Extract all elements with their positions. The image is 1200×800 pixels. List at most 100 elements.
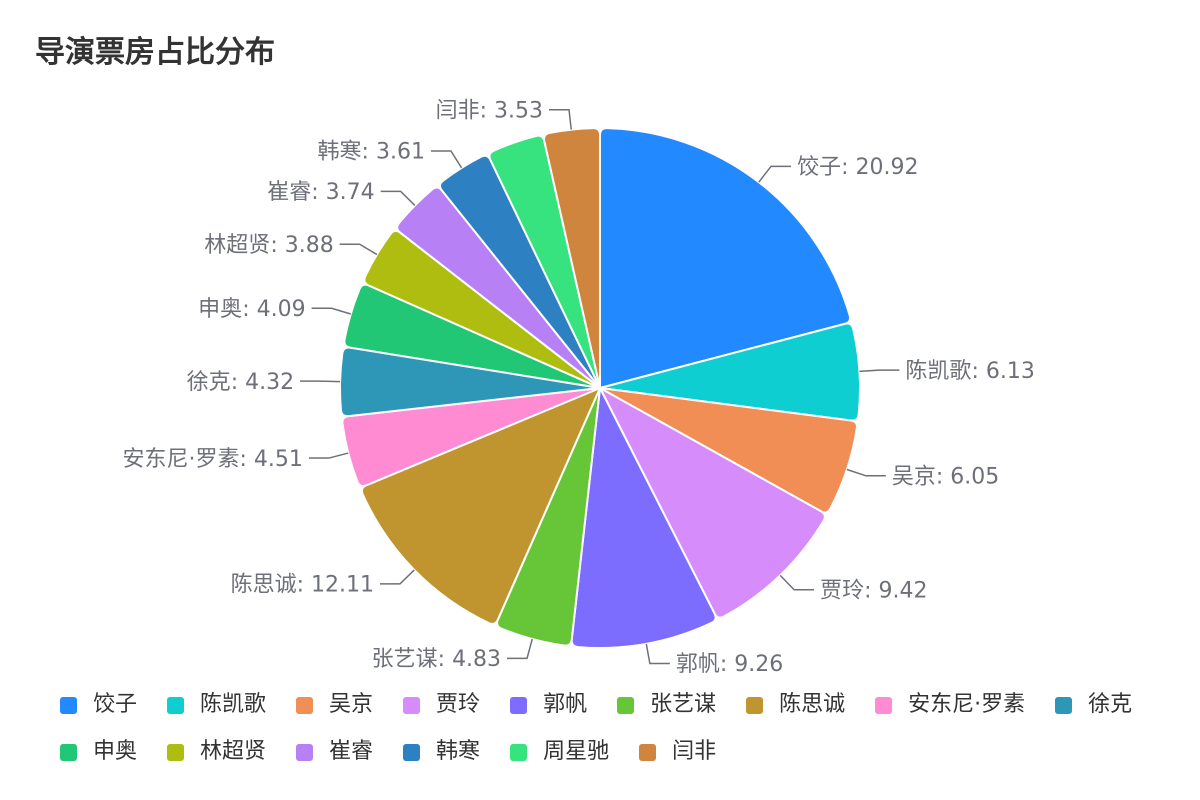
legend-item-8[interactable]: 安东尼·罗素 [875,692,1025,718]
label-leader-line [379,569,415,585]
slice-label-value: 3.61 [376,140,425,165]
legend-marker [639,743,657,761]
slice-label-separator: : [240,447,254,472]
legend-label: 张艺谋 [650,692,717,717]
slice-label-name: 陈凯歌 [905,359,971,384]
slice-label-5: 郭帆: 9.26 [676,652,783,677]
label-leader-line [507,638,533,660]
legend-marker [403,743,421,761]
legend-marker [875,696,893,714]
pie-slice-8[interactable] [341,387,601,488]
slice-label-11: 林超贤: 3.88 [204,233,333,258]
legend-item-10[interactable]: 申奥 [60,739,137,765]
slice-label-separator: : [841,155,855,180]
legend-marker [403,696,421,714]
legend-item-11[interactable]: 林超贤 [167,739,266,765]
legend-marker [60,696,77,714]
slice-label-value: 3.53 [494,98,543,123]
label-leader-line [430,150,463,169]
legend-label: 郭帆 [543,692,588,717]
legend-item-5[interactable]: 郭帆 [510,692,587,718]
legend-label: 周星驰 [543,739,610,764]
legend-label: 饺子 [93,692,138,717]
slice-label-value: 3.88 [285,233,334,258]
legend-marker [510,743,528,761]
slice-label-name: 陈思诚 [231,573,297,598]
legend-item-9[interactable]: 徐克 [1055,692,1132,718]
label-leader-line [779,574,815,591]
slice-label-separator: : [297,573,311,598]
legend-label: 韩寒 [436,739,481,764]
legend-label: 安东尼·罗素 [908,692,1026,717]
legend-label: 贾玲 [436,692,481,717]
slice-label-separator: : [270,233,284,258]
legend-label: 陈思诚 [779,692,846,717]
legend-item-4[interactable]: 贾玲 [403,692,480,718]
legend-marker [510,696,528,714]
legend-item-13[interactable]: 韩寒 [403,739,480,765]
pie-slice-1[interactable] [599,127,852,389]
legend-item-12[interactable]: 崔睿 [296,739,373,765]
slice-label-2: 陈凯歌: 6.13 [905,359,1034,384]
legend-marker [167,696,185,714]
slice-label-8: 安东尼·罗素: 4.51 [123,447,303,472]
pie-slice-5[interactable] [570,387,717,649]
pie-labels: 饺子: 20.92 陈凯歌: 6.13 吴京: 6.05 贾玲: 9.42 郭帆: 9.… [123,98,1035,677]
legend-item-2[interactable]: 陈凯歌 [167,692,266,718]
pie-slice-4[interactable] [599,387,826,619]
slice-label-separator: : [936,464,950,489]
slice-label-12: 崔睿: 3.74 [267,180,374,205]
legend-item-15[interactable]: 闫非 [639,739,716,765]
slice-label-separator: : [971,359,985,384]
pie-slice-14[interactable] [488,134,601,389]
label-leader-line [308,452,349,459]
slice-label-7: 陈思诚: 12.11 [231,573,374,598]
slice-label-9: 徐克: 4.32 [187,370,294,395]
pie-slice-10[interactable] [343,283,601,389]
pie-slice-9[interactable] [339,346,601,418]
label-leader-line [758,165,792,183]
legend-marker [296,696,314,714]
pie-slice-3[interactable] [599,387,858,514]
legend-marker [746,696,764,714]
legend-marker [296,743,314,761]
slice-label-6: 张艺谋: 4.83 [372,647,501,672]
label-leader-line [380,190,416,206]
legend-item-7[interactable]: 陈思诚 [746,692,845,718]
legend-label: 崔睿 [329,739,374,764]
slice-label-3: 吴京: 6.05 [892,464,999,489]
slice-label-name: 闫非 [436,98,480,123]
slice-label-value: 4.51 [254,447,303,472]
legend-item-1[interactable]: 饺子 [60,692,137,718]
legend-item-3[interactable]: 吴京 [296,692,373,718]
slice-label-separator: : [311,180,325,205]
slice-label-10: 申奥: 4.09 [198,297,305,322]
slice-label-separator: : [720,652,734,677]
slice-label-value: 20.92 [855,155,918,180]
legend-label: 林超贤 [200,739,267,764]
slice-label-separator: : [438,647,452,672]
pie-slice-6[interactable] [496,387,601,647]
slice-label-separator: : [480,98,494,123]
slice-label-separator: : [242,297,256,322]
label-leader-line [846,468,886,477]
label-leader-line [859,369,900,373]
slice-label-value: 4.83 [452,647,501,672]
legend-item-6[interactable]: 张艺谋 [617,692,716,718]
slice-label-1: 饺子: 20.92 [797,155,918,180]
label-leader-line [645,643,670,665]
pie-slices [339,127,861,649]
slice-label-name: 安东尼·罗素 [123,447,240,472]
slice-label-value: 9.42 [879,579,928,604]
slice-label-13: 韩寒: 3.61 [318,140,425,165]
label-leader-line [311,307,351,315]
label-leader-line [339,243,378,256]
legend-label: 吴京 [329,692,374,717]
slice-label-name: 崔睿 [267,180,311,205]
legend-item-14[interactable]: 周星驰 [510,739,609,765]
slice-label-name: 郭帆 [676,652,720,677]
slice-label-separator: : [231,370,245,395]
slice-label-name: 林超贤 [204,233,270,258]
slice-label-value: 9.26 [734,652,783,677]
